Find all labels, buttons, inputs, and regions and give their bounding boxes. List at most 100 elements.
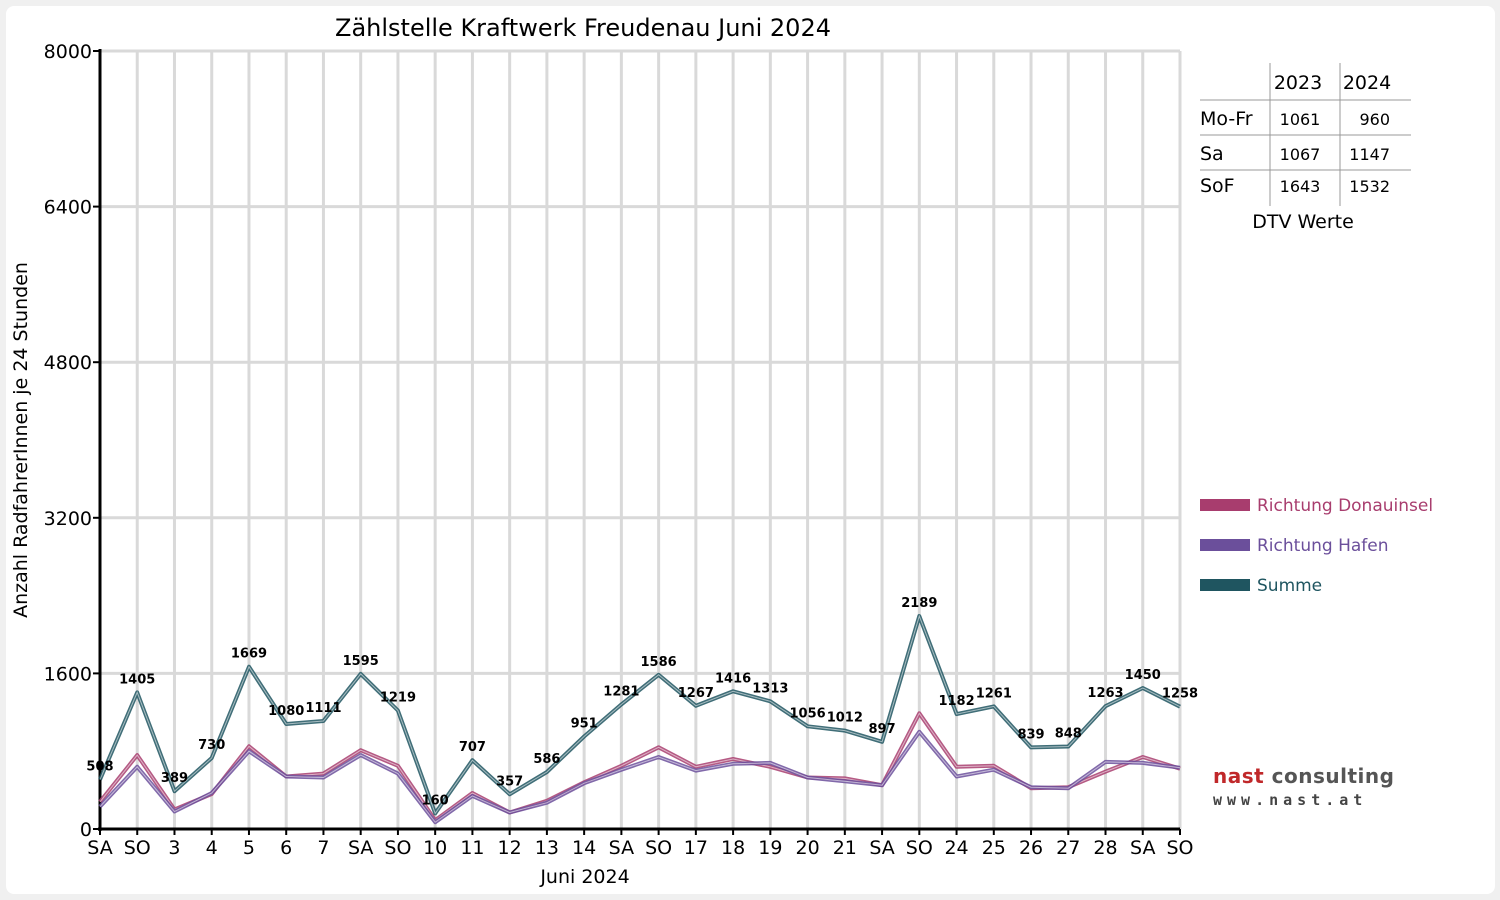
x-tick-label: 25: [982, 837, 1006, 859]
dtv-cell: 960: [1359, 110, 1390, 129]
data-label: 897: [868, 722, 895, 737]
logo-brand-part2: consulting: [1264, 764, 1395, 788]
x-tick-label: SO: [906, 837, 933, 859]
x-tick-label: 4: [206, 837, 218, 859]
series-line-summe: [98, 614, 1181, 816]
x-tick-label: 3: [168, 837, 180, 859]
x-tick-label: SA: [348, 837, 373, 859]
x-tick-label: 19: [758, 837, 782, 859]
data-label: 1267: [678, 686, 714, 701]
x-tick-label: 27: [1056, 837, 1080, 859]
legend-label-summe: Summe: [1257, 576, 1322, 596]
x-tick-label: 12: [498, 837, 522, 859]
dtv-caption: DTV Werte: [1252, 211, 1354, 233]
dtv-cell: 1147: [1349, 145, 1390, 164]
nast-consulting-logo: nast consulting www.nast.at: [1200, 750, 1443, 825]
y-tick-label: 8000: [44, 41, 92, 63]
x-tick-label: 17: [684, 837, 708, 859]
data-label: 160: [422, 793, 449, 808]
data-label: 951: [571, 717, 598, 732]
dtv-row-label: SoF: [1200, 175, 1235, 197]
x-tick-label: SA: [87, 837, 112, 859]
x-axis-label: Juni 2024: [539, 866, 629, 888]
x-tick-label: SA: [1130, 837, 1155, 859]
x-tick-label: SO: [384, 837, 411, 859]
legend: Richtung Donauinsel Richtung Hafen Summe: [1200, 496, 1433, 596]
data-label: 1111: [305, 701, 341, 716]
data-label: 1586: [641, 655, 677, 670]
x-tick-label: 5: [243, 837, 255, 859]
data-label: 357: [496, 774, 523, 789]
dtv-table: 2023 2024 Mo-Fr 1061 960 Sa 1067 1147 So…: [1200, 63, 1411, 233]
data-label: 1056: [789, 706, 825, 721]
y-tick-labels: 0 1600 3200 4800 6400 8000: [44, 41, 92, 841]
series-line-summe-highlight: [99, 614, 1181, 815]
data-label: 1416: [715, 671, 751, 686]
grid: [100, 49, 1182, 829]
legend-swatch-summe: [1200, 579, 1250, 591]
x-tick-label: SO: [124, 837, 151, 859]
x-tick-label: 13: [535, 837, 559, 859]
dtv-cell: 1067: [1280, 145, 1321, 164]
dtv-cell: 1643: [1280, 177, 1321, 196]
legend-label-hafen: Richtung Hafen: [1257, 536, 1388, 556]
data-label: 389: [161, 771, 188, 786]
y-tick-label: 4800: [44, 352, 92, 374]
dtv-col-header-2024: 2024: [1343, 72, 1391, 94]
data-label: 1219: [380, 690, 416, 705]
dtv-cell: 1532: [1349, 177, 1390, 196]
data-label: 1281: [603, 684, 639, 699]
logo-brand-part1: nast: [1213, 764, 1265, 788]
legend-swatch-hafen: [1200, 539, 1250, 551]
data-label: 2189: [901, 596, 937, 611]
data-label: 508: [86, 760, 113, 775]
chart-title: Zählstelle Kraftwerk Freudenau Juni 2024: [335, 14, 831, 42]
x-tick-label: 10: [423, 837, 447, 859]
axes: [93, 49, 1181, 835]
x-tick-label: 21: [833, 837, 857, 859]
dtv-row-label: Mo-Fr: [1200, 108, 1253, 130]
data-label: 1405: [119, 672, 155, 687]
data-label: 586: [533, 752, 560, 767]
x-tick-label: 24: [944, 837, 968, 859]
dtv-col-header-2023: 2023: [1274, 72, 1322, 94]
y-axis-label: Anzahl RadfahrerInnen je 24 Stunden: [10, 262, 32, 618]
data-label: 1595: [343, 654, 379, 669]
x-tick-label: 7: [317, 837, 329, 859]
series-lines: [98, 614, 1181, 825]
data-label: 707: [459, 740, 486, 755]
x-tick-label: 20: [795, 837, 819, 859]
data-label: 1012: [827, 711, 863, 726]
data-label: 1182: [938, 694, 974, 709]
data-label: 1669: [231, 647, 267, 662]
dtv-cell: 1061: [1280, 110, 1321, 129]
x-tick-label: 14: [572, 837, 596, 859]
data-label: 1263: [1087, 686, 1123, 701]
y-tick-label: 6400: [44, 197, 92, 219]
data-label: 1313: [752, 681, 788, 696]
chart-card: [6, 6, 1495, 894]
series-line-hafen-highlight: [99, 730, 1181, 823]
x-tick-label: 28: [1093, 837, 1117, 859]
x-tick-label: SO: [1166, 837, 1193, 859]
y-tick-label: 3200: [44, 508, 92, 530]
x-tick-labels: SA SO 3 4 5 6 7 SA SO 10 11 12 13 14 SA SO 17 18 19 20 21 SA S…: [87, 837, 1193, 859]
x-tick-label: SA: [869, 837, 894, 859]
legend-label-donauinsel: Richtung Donauinsel: [1257, 496, 1433, 516]
logo-url: www.nast.at: [1213, 791, 1368, 809]
legend-swatch-donauinsel: [1200, 499, 1250, 511]
x-tick-label: SO: [645, 837, 672, 859]
data-label: 1450: [1125, 668, 1161, 683]
data-label: 839: [1017, 727, 1044, 742]
data-labels: 508 1405 389 730 1669 1080 1111 1595 1219 160 707 3…: [86, 596, 1198, 808]
data-label: 1258: [1162, 687, 1198, 702]
x-tick-label: 11: [460, 837, 484, 859]
y-tick-label: 0: [80, 819, 92, 841]
series-line-hafen: [98, 729, 1181, 825]
x-tick-label: 26: [1019, 837, 1043, 859]
data-label: 1080: [268, 704, 304, 719]
dtv-row-label: Sa: [1200, 143, 1224, 165]
x-tick-label: 18: [721, 837, 745, 859]
x-tick-label: 6: [280, 837, 292, 859]
